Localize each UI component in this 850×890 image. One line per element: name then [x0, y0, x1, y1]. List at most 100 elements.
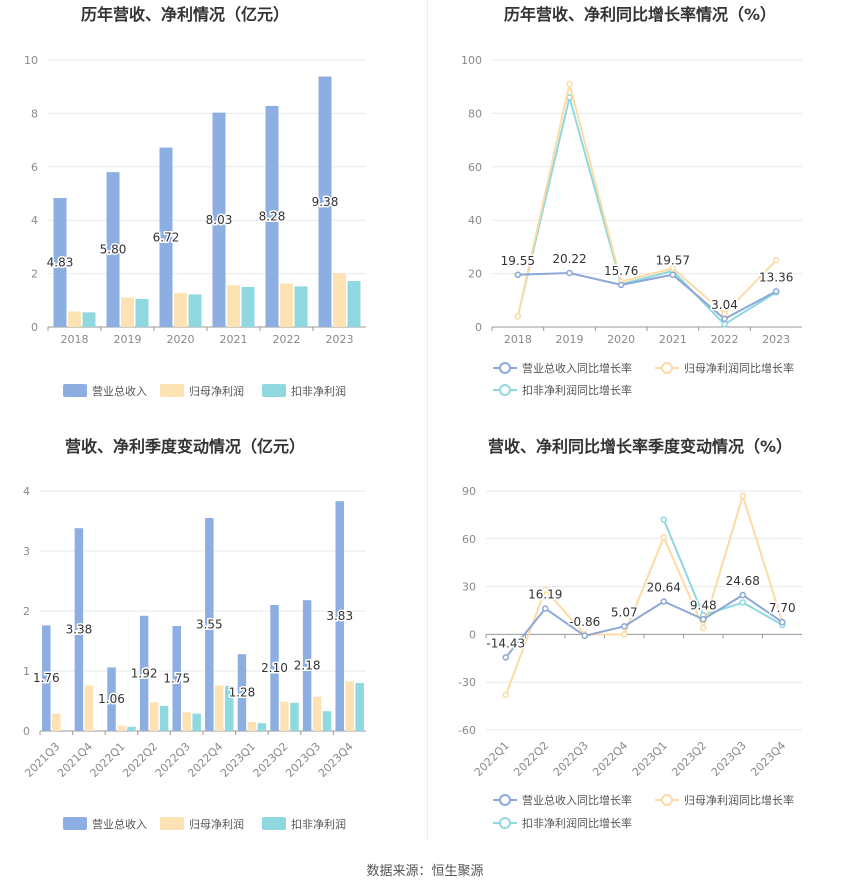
bar-net-profit	[52, 713, 61, 731]
bar-revenue	[270, 605, 279, 731]
line-data-label: 7.70	[769, 601, 796, 615]
legend-marker	[499, 384, 511, 396]
point-revenue-growth	[739, 591, 746, 599]
point-deducted-profit-growth	[660, 516, 667, 523]
bar-data-label: 8.28	[259, 209, 286, 223]
bar-revenue	[106, 172, 120, 327]
x-tick-label: 2018	[61, 333, 89, 346]
y-tick-label: 0	[23, 725, 30, 738]
bar-net-profit	[84, 685, 94, 731]
y-tick-label: 60	[462, 533, 476, 546]
line-data-label: 5.07	[611, 605, 638, 619]
bar-net-profit	[227, 285, 240, 327]
x-tick-label: 2022Q1	[472, 739, 512, 779]
legend-marker	[499, 794, 511, 806]
bar-revenue	[302, 600, 312, 731]
legend-swatch	[262, 817, 286, 830]
bar-data-label: 3.55	[196, 618, 223, 632]
point-revenue-growth	[669, 271, 677, 278]
x-tick-label: 2022Q2	[511, 739, 551, 779]
line-data-label: -0.86	[569, 615, 600, 629]
bar-data-label: 4.83	[47, 256, 74, 270]
bar-revenue	[318, 76, 332, 327]
x-tick-label: 2023	[326, 333, 354, 346]
y-tick-label: 1	[23, 665, 30, 678]
x-tick-label: 2022Q4	[185, 740, 225, 780]
line-data-label: 3.04	[711, 298, 738, 312]
point-revenue-growth	[700, 616, 707, 623]
point-net-profit-growth	[772, 257, 780, 264]
bar-deducted-profit	[355, 683, 364, 731]
legend-label: 扣非净利润	[291, 817, 346, 831]
bar-revenue	[212, 112, 226, 327]
legend-label: 归母净利润同比增长率	[684, 793, 794, 807]
bar-revenue	[74, 528, 84, 731]
bar-revenue	[107, 667, 116, 731]
point-revenue-growth	[617, 281, 625, 289]
point-net-profit-growth	[660, 533, 667, 541]
legend-label: 营业总收入同比增长率	[522, 361, 632, 375]
bar-data-label: 3.38	[66, 623, 93, 637]
bar-net-profit	[68, 311, 81, 327]
bar-data-label: 1.28	[229, 686, 256, 700]
point-revenue-growth	[566, 269, 573, 277]
y-tick-label: 6	[31, 161, 38, 174]
legend-swatch	[63, 817, 87, 830]
bar-data-label: 2.18	[294, 659, 321, 673]
y-tick-label: 2	[23, 605, 30, 618]
bar-deducted-profit	[159, 705, 169, 731]
bar-net-profit	[280, 283, 293, 327]
y-tick-label: 80	[468, 107, 482, 120]
bar-data-label: 8.03	[206, 213, 233, 227]
panel-divider	[427, 0, 428, 840]
point-deducted-profit-growth	[739, 599, 746, 606]
bar-revenue	[237, 654, 247, 731]
line-data-label: 19.55	[501, 254, 535, 268]
bar-deducted-profit	[225, 686, 234, 731]
x-tick-label: 2023Q2	[669, 739, 709, 779]
line-deducted-profit-growth	[516, 97, 777, 326]
legend-label: 归母净利润同比增长率	[684, 361, 794, 375]
line-data-label: 19.57	[656, 254, 690, 268]
bar-revenue	[139, 615, 149, 731]
bar-data-label: 1.76	[33, 671, 60, 685]
bar-net-profit	[215, 685, 224, 731]
bar-data-label: 1.75	[163, 672, 190, 686]
point-revenue-growth	[772, 288, 780, 295]
legend-marker	[499, 817, 511, 829]
bar-data-label: 2.10	[261, 661, 288, 675]
x-tick-label: 2023Q2	[251, 740, 291, 780]
point-revenue-growth	[514, 271, 522, 279]
y-tick-label: 2	[31, 268, 38, 281]
legend-label: 扣非净利润	[291, 384, 346, 398]
legend-swatch	[160, 384, 184, 397]
legend-label: 营业总收入	[92, 817, 147, 831]
bar-deducted-profit	[82, 312, 96, 327]
y-tick-label: 4	[31, 214, 38, 227]
bar-deducted-profit	[347, 281, 361, 327]
x-tick-label: 2023Q3	[709, 739, 749, 779]
bar-revenue	[42, 625, 51, 731]
y-tick-label: -60	[458, 724, 476, 737]
chart-title: 营收、净利同比增长率季度变动情况（%）	[488, 437, 792, 456]
bar-net-profit	[280, 701, 289, 731]
y-tick-label: 90	[462, 485, 476, 498]
point-revenue-growth	[621, 623, 628, 630]
bar-revenue	[205, 518, 214, 731]
bar-deducted-profit	[322, 711, 332, 731]
point-revenue-growth	[721, 315, 728, 323]
point-revenue-growth	[660, 598, 667, 605]
x-tick-label: 2023Q4	[748, 739, 788, 779]
y-tick-label: 0	[469, 628, 476, 641]
bar-data-label: 1.92	[131, 666, 158, 680]
line-revenue-growth	[517, 271, 777, 321]
x-tick-label: 2022	[273, 333, 301, 346]
legend-marker	[499, 362, 511, 374]
bar-net-profit	[182, 712, 191, 731]
x-tick-label: 2022Q2	[120, 740, 160, 780]
line-revenue-growth	[505, 593, 783, 659]
x-tick-label: 2020	[607, 333, 635, 346]
x-tick-label: 2023Q3	[283, 740, 323, 780]
line-data-label: -14.43	[486, 636, 525, 650]
